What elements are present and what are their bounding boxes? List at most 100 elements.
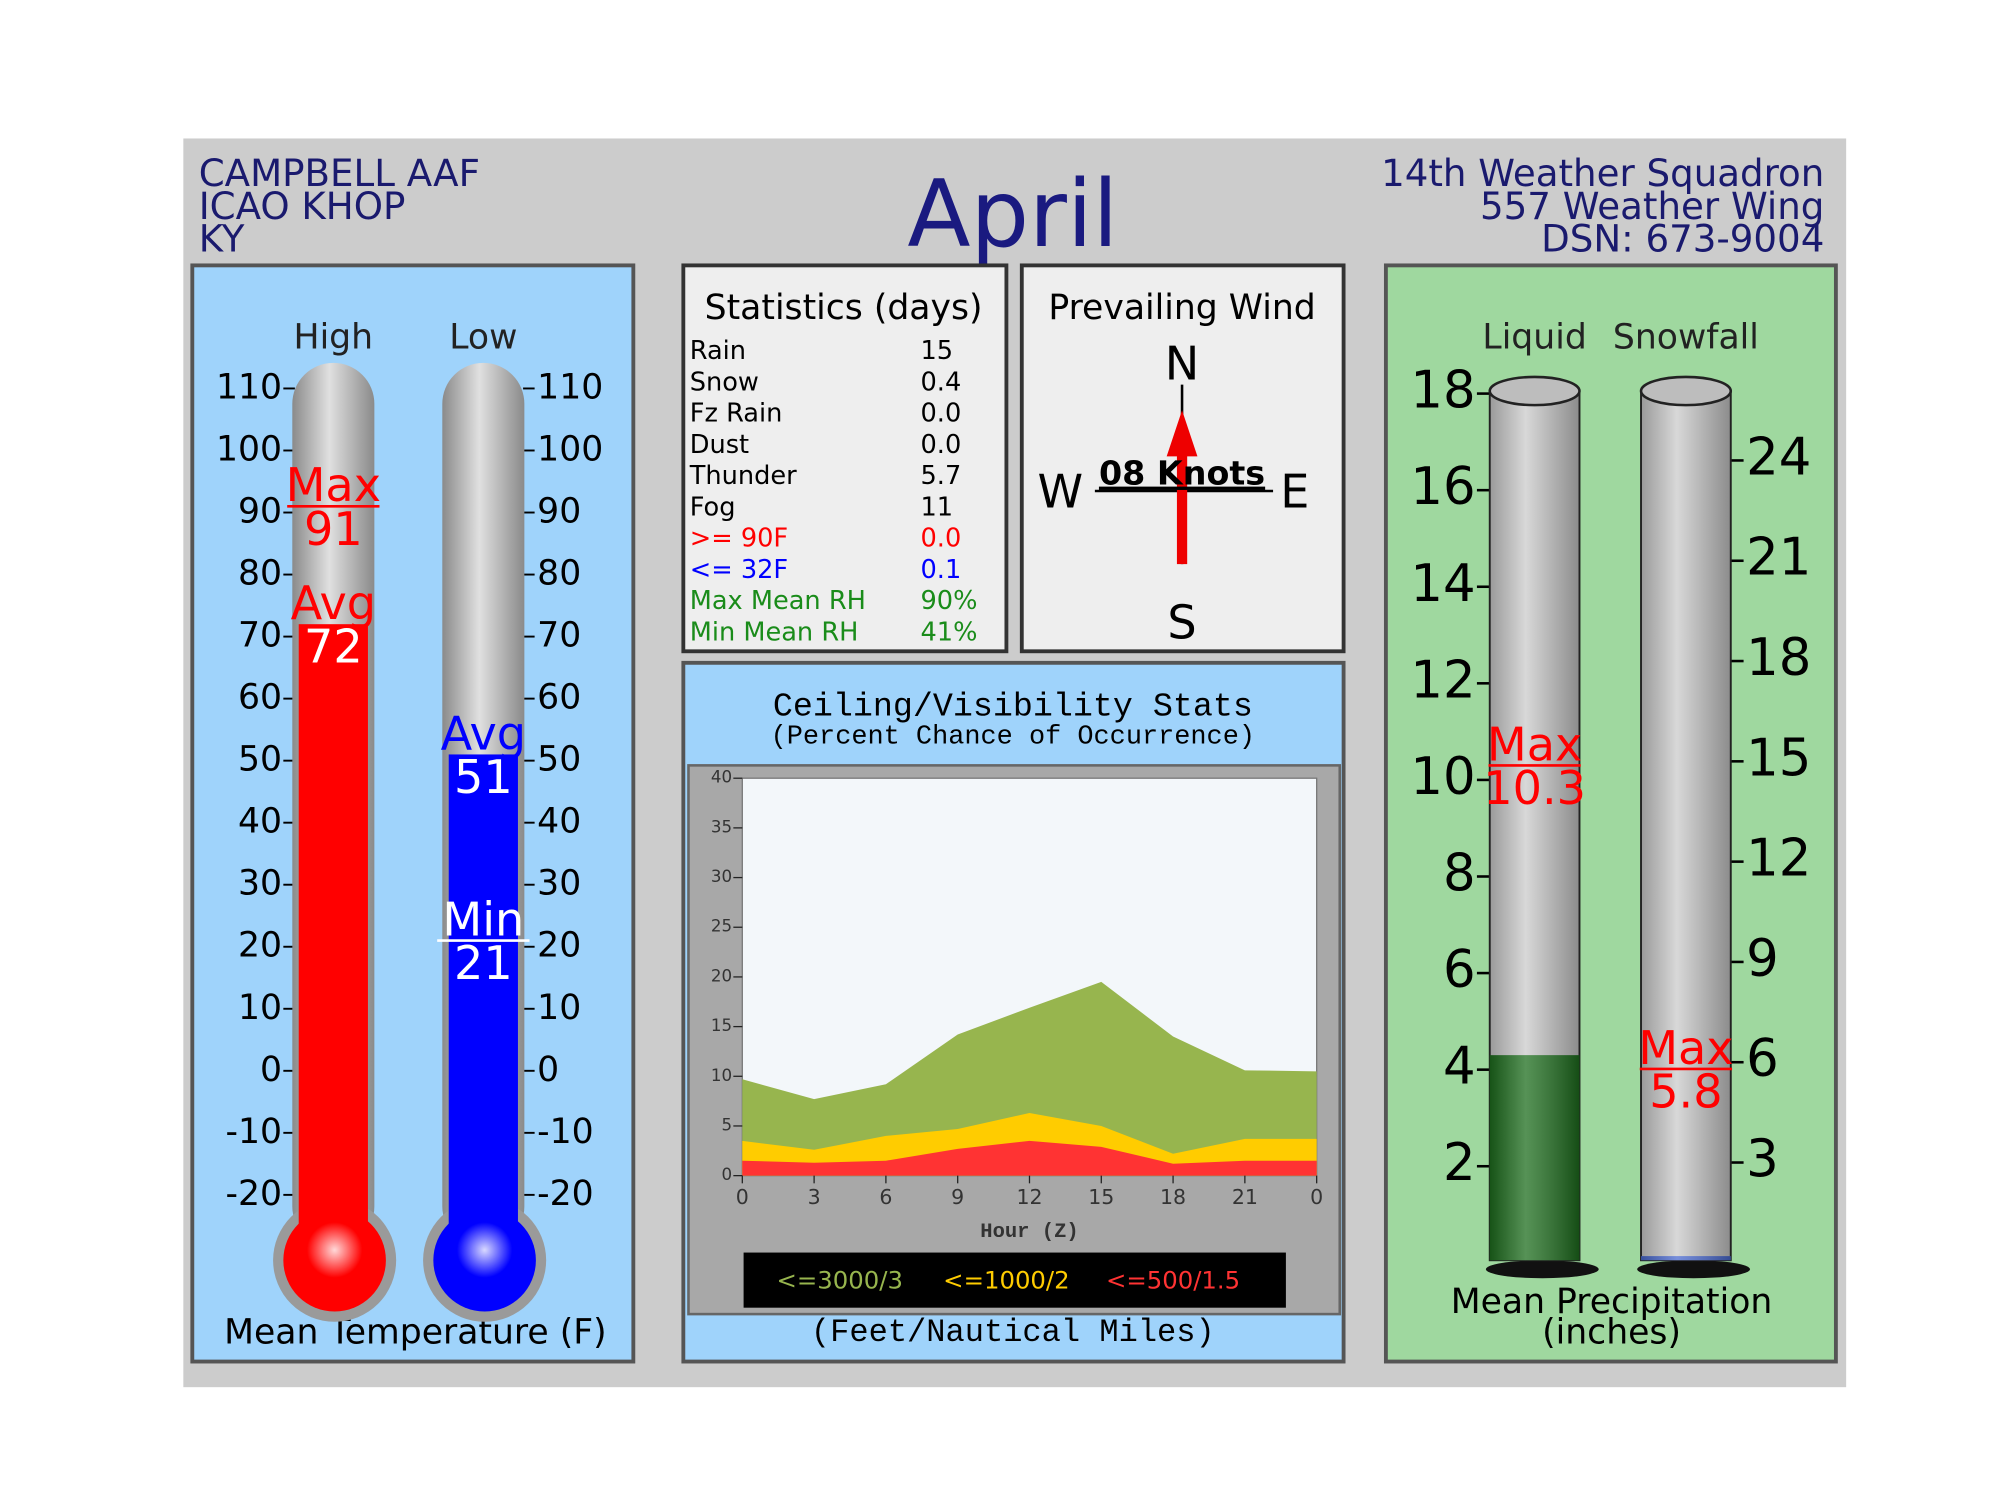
y-tick-label: 0 (537, 1050, 559, 1090)
wind-panel (1019, 263, 1346, 654)
y-tick-label: 35 (711, 817, 732, 836)
station-line: ICAO KHOP (199, 184, 406, 228)
y2-tick-label: 6 (1746, 1029, 1779, 1089)
ceiling-chart: Ceiling/Visibility Stats(Percent Chance … (711, 688, 1323, 1351)
stat-value: 0.4 (921, 367, 962, 397)
area (742, 1140, 1317, 1176)
temperature-chart: Mean Temperature (F) -20 -20 -10 -10 0 0 10 10 20… (216, 318, 607, 1353)
x-tick-label: 12 (1016, 1185, 1042, 1209)
compass-west: W (1037, 465, 1083, 519)
y2-tick-label: 12 (1746, 829, 1811, 889)
y-tick-label: 110 (216, 367, 282, 407)
marker-value: 72 (304, 620, 363, 674)
y2-tick-label: 24 (1746, 427, 1811, 487)
y-tick-label: 70 (537, 616, 581, 656)
stat-value: 0.0 (921, 399, 962, 429)
y2-tick-label: 9 (1746, 929, 1779, 989)
bulb-shine (433, 1208, 536, 1312)
y-tick-label: 6 (1443, 940, 1476, 1000)
chart-subtitle: (Percent Chance of Occurrence) (771, 723, 1255, 753)
compass-south: S (1167, 595, 1196, 649)
month-title: April (907, 160, 1118, 268)
x-tick-label: 18 (1160, 1185, 1186, 1209)
y-tick-label: 0 (721, 1165, 732, 1184)
marker-label: Avg (291, 576, 376, 630)
stat-value: 0.0 (921, 524, 962, 554)
x-tick-label: 6 (879, 1185, 892, 1209)
x-axis-label: Hour (Z) (980, 1221, 1078, 1244)
marker-value: 21 (454, 936, 513, 990)
thermometer-fill (448, 754, 518, 1270)
stat-value: 5.7 (921, 461, 962, 491)
y-tick-label: 80 (537, 554, 581, 594)
y2-tick-label: 15 (1746, 728, 1811, 788)
precipitation-panel (1383, 263, 1838, 1364)
y-tick-label: 60 (238, 678, 282, 718)
y-tick-label: 110 (537, 367, 603, 407)
y-tick-label: 0 (260, 1050, 282, 1090)
y-tick-label: -20 (226, 1174, 283, 1214)
wind-rose: Prevailing Wind N S W E 08 Knots (1037, 288, 1315, 649)
x-tick-label: 9 (951, 1185, 964, 1209)
chart-footer: (Feet/Nautical Miles) (811, 1314, 1215, 1351)
y-tick-label: 80 (238, 554, 282, 594)
y-tick-label: 20 (238, 926, 282, 966)
stat-label: Snow (690, 367, 759, 397)
statistics-table: Rain 15 Snow 0.4 Fz Rain 0.0 Dust 0.0 Thunder 5.7… (689, 336, 978, 648)
y-tick-label: 12 (1410, 650, 1475, 710)
y-tick-label: 5 (721, 1115, 732, 1134)
chart-title: Mean Temperature (F) (224, 1313, 606, 1353)
y-tick-label: 18 (1410, 361, 1475, 421)
unit-line: 557 Weather Wing (1480, 184, 1824, 228)
y-tick-label: 30 (238, 864, 282, 904)
stat-label: Max Mean RH (690, 586, 866, 616)
y-tick-label: 50 (537, 740, 581, 780)
y-tick-label: 10 (537, 988, 581, 1028)
y-tick-label: 10 (238, 988, 282, 1028)
stat-label: Thunder (689, 461, 797, 491)
tube-cap (1639, 375, 1733, 407)
y2-tick-label: 21 (1746, 528, 1811, 588)
stat-label: Fog (690, 492, 736, 522)
marker-value: 10.3 (1483, 761, 1586, 815)
stat-label: >= 90F (690, 524, 788, 554)
y-tick-label: 30 (711, 867, 732, 886)
y-tick-label: 16 (1410, 457, 1475, 517)
stat-value: 0.1 (921, 555, 962, 585)
temperature-panel (190, 263, 636, 1364)
y-tick-label: 8 (1443, 843, 1476, 903)
y-tick-label: 50 (238, 740, 282, 780)
y-tick-label: 100 (537, 429, 603, 469)
chart-subtitle: (inches) (1542, 1313, 1681, 1353)
wind-arrow-shaft (1176, 448, 1188, 565)
y-tick-label: 60 (537, 678, 581, 718)
stat-label: Dust (690, 430, 749, 460)
marker-label: Min (442, 892, 524, 946)
tube-shadow (1485, 1260, 1599, 1279)
series-label: Snowfall (1613, 318, 1759, 358)
stat-value: 41% (921, 618, 978, 648)
y-tick-label: -10 (226, 1112, 283, 1152)
y-tick-label: 20 (711, 966, 732, 985)
marker-label: Max (1487, 717, 1582, 771)
x-tick-label: 3 (808, 1185, 821, 1209)
unit-line: 14th Weather Squadron (1381, 151, 1824, 195)
series-label: Liquid (1482, 318, 1586, 358)
y-tick-label: 90 (537, 492, 581, 532)
y-tick-label: 2 (1443, 1133, 1476, 1193)
y-tick-label: 25 (711, 917, 732, 936)
y-tick-label: 40 (238, 802, 282, 842)
legend-entry: <=500/1.5 (1106, 1265, 1240, 1294)
tube-fill-shade (1641, 1256, 1731, 1261)
wind-arrow-head (1166, 410, 1198, 457)
stat-value: 0.0 (921, 430, 962, 460)
chart-title: Mean Precipitation (1451, 1282, 1773, 1322)
marker-label: Max (1638, 1021, 1733, 1075)
y-tick-label: 14 (1410, 554, 1475, 614)
stat-value: 15 (921, 336, 954, 366)
y-tick-label: 10 (711, 1066, 732, 1085)
stat-label: Fz Rain (690, 399, 783, 429)
stat-label: Rain (690, 336, 746, 366)
